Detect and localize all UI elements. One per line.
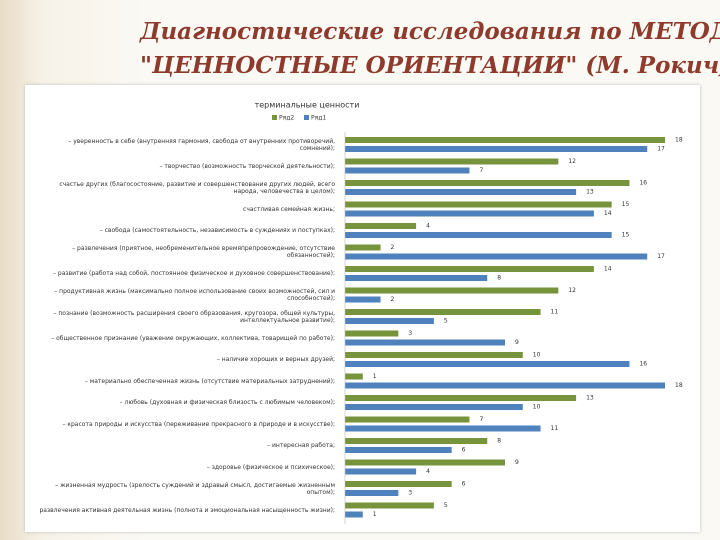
value-label: 2 xyxy=(391,244,395,251)
bar xyxy=(345,481,452,487)
bar xyxy=(345,373,363,380)
bar xyxy=(345,318,434,324)
bar xyxy=(345,468,417,475)
bar xyxy=(345,158,559,165)
bar xyxy=(345,459,505,466)
category-label: – уверенность в себе (внутренняя гармони… xyxy=(68,137,335,152)
bar xyxy=(345,244,381,251)
category-label: – интересная работа; xyxy=(267,442,335,449)
value-label: 7 xyxy=(479,167,483,174)
legend-label: Ряд1 xyxy=(311,115,326,122)
slide-title: Диагностические исследования по МЕТОДИКЕ xyxy=(140,18,720,45)
value-label: 8 xyxy=(497,275,501,282)
category-label: – здоровье (физическое и психическое); xyxy=(206,463,335,471)
value-label: 15 xyxy=(622,232,630,239)
bar xyxy=(345,210,594,217)
value-label: 2 xyxy=(391,296,395,303)
bar xyxy=(345,137,665,143)
value-label: 9 xyxy=(515,459,519,466)
legend-swatch xyxy=(272,115,277,120)
value-label: 14 xyxy=(604,266,612,273)
value-label: 18 xyxy=(675,137,683,144)
category-label: счастье других (благосостояние, развитие… xyxy=(59,180,335,195)
bar xyxy=(345,266,594,272)
bar xyxy=(345,447,452,453)
value-label: 1 xyxy=(373,511,377,518)
value-label: 17 xyxy=(657,253,665,260)
bar xyxy=(345,490,399,496)
bar xyxy=(345,201,612,208)
value-label: 14 xyxy=(604,210,612,217)
bar xyxy=(345,296,381,303)
bar xyxy=(345,511,363,518)
category-label: счастливая семейная жизнь; xyxy=(243,205,335,213)
category-label: – продуктивная жизнь (максимально полное… xyxy=(54,288,335,302)
bar xyxy=(345,180,630,186)
slide-title: "ЦЕННОСТНЫЕ ОРИЕНТАЦИИ" (М. Рокич) xyxy=(140,52,720,79)
category-label: – наличие хороших и верных друзей; xyxy=(216,356,335,363)
bar xyxy=(345,189,577,195)
value-label: 9 xyxy=(515,339,519,346)
bar xyxy=(345,309,541,315)
category-label: – развитие (работа над собой, постоянное… xyxy=(53,270,335,277)
category-label: – общественное признание (уважение окруж… xyxy=(51,334,335,342)
bar xyxy=(345,361,630,367)
value-label: 11 xyxy=(551,425,559,432)
value-label: 7 xyxy=(479,416,483,423)
category-label: – жизненная мудрость (зрелость суждений … xyxy=(55,481,335,496)
value-label: 8 xyxy=(497,438,501,445)
bar xyxy=(345,275,488,281)
bar xyxy=(345,223,417,229)
value-label: 18 xyxy=(675,382,683,389)
bar xyxy=(345,253,648,260)
value-label: 16 xyxy=(639,180,647,187)
bar xyxy=(345,425,541,432)
bar xyxy=(345,352,523,358)
value-label: 4 xyxy=(426,223,430,230)
category-label: – любовь (духовная и физическая близость… xyxy=(119,399,335,406)
category-label: – материально обеспеченная жизнь (отсутс… xyxy=(84,377,335,385)
value-label: 12 xyxy=(568,287,576,294)
legend-label: Ряд2 xyxy=(279,115,294,122)
bar xyxy=(345,232,612,238)
category-label: развлечения активная деятельная жизнь (п… xyxy=(39,506,335,514)
value-label: 1 xyxy=(373,373,377,380)
bar xyxy=(345,502,434,509)
value-label: 6 xyxy=(462,447,466,454)
category-label: – свобода (самостоятельность, независимо… xyxy=(99,227,335,234)
bar xyxy=(345,416,470,423)
bar xyxy=(345,395,577,401)
value-label: 3 xyxy=(408,330,412,337)
category-label: – познание (возможность расширения своег… xyxy=(53,309,335,324)
bar xyxy=(345,330,399,337)
bar xyxy=(345,404,523,410)
bar xyxy=(345,146,648,152)
value-label: 13 xyxy=(586,395,594,402)
value-label: 15 xyxy=(622,201,630,208)
value-label: 4 xyxy=(426,468,430,475)
value-label: 5 xyxy=(444,318,448,325)
category-label: – развлечения (приятное, необременительн… xyxy=(72,245,335,259)
bar xyxy=(345,438,488,444)
bar xyxy=(345,167,470,174)
category-label: – творчество (возможность творческой дея… xyxy=(159,162,335,170)
bar xyxy=(345,339,505,346)
value-label: 6 xyxy=(462,481,466,488)
value-label: 12 xyxy=(568,158,576,165)
value-label: 10 xyxy=(533,352,541,359)
value-label: 5 xyxy=(444,502,448,509)
value-label: 13 xyxy=(586,189,594,196)
bar xyxy=(345,287,559,294)
chart-title: терминальные ценности xyxy=(255,101,360,110)
value-label: 10 xyxy=(533,404,541,411)
value-label: 11 xyxy=(551,309,559,316)
value-label: 3 xyxy=(408,490,412,497)
value-label: 16 xyxy=(639,361,647,368)
value-label: 17 xyxy=(657,146,665,153)
category-label: – красота природы и искусства (переживан… xyxy=(62,420,335,428)
legend-swatch xyxy=(304,115,309,120)
bar xyxy=(345,382,665,389)
